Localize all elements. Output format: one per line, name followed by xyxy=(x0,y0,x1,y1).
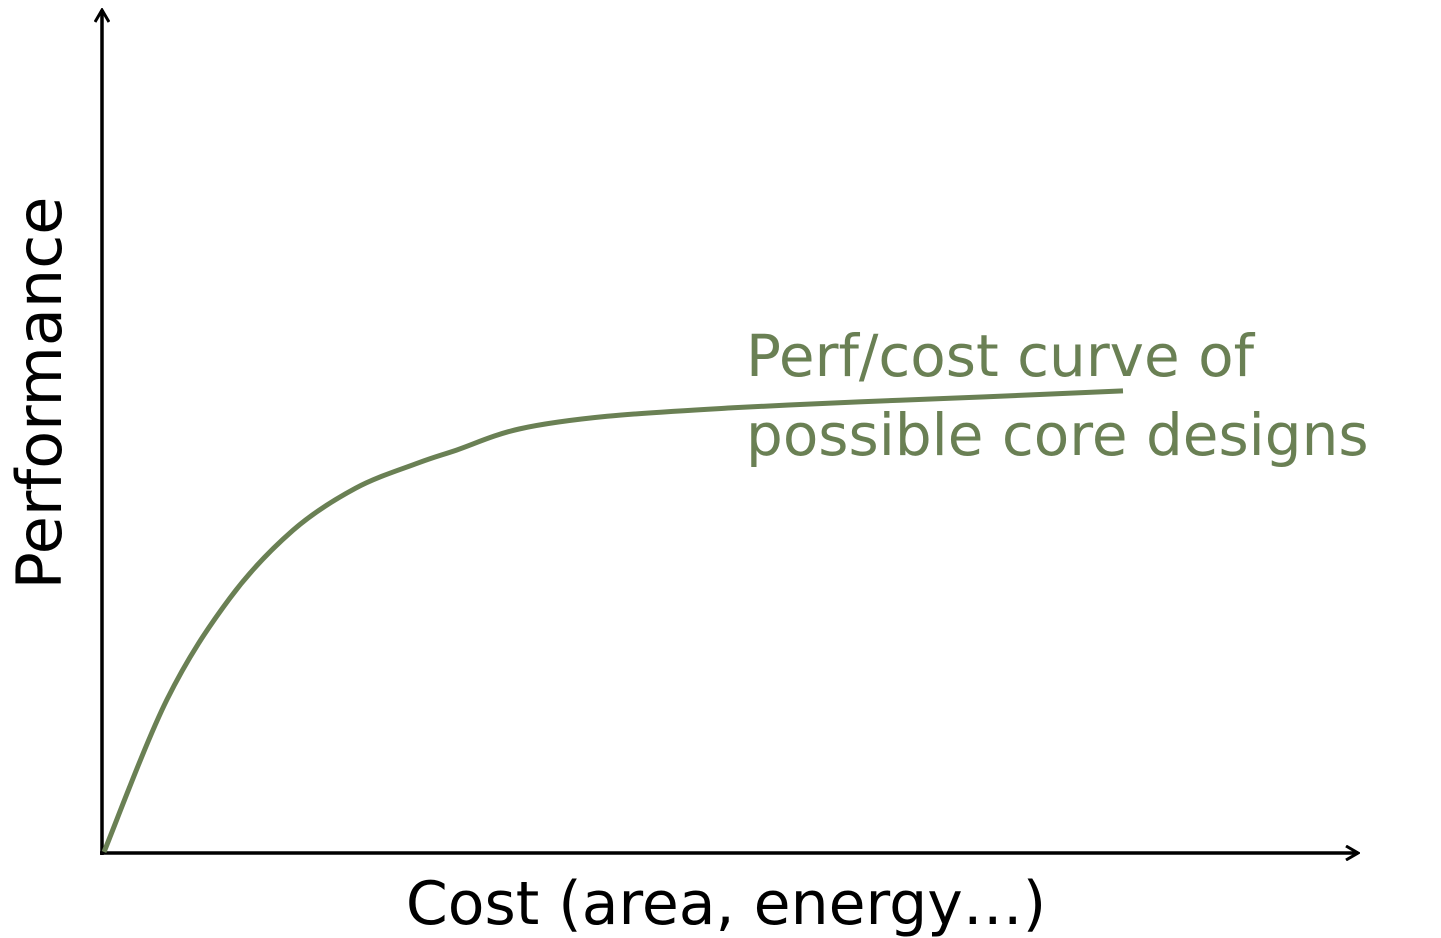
x-axis-label: Cost (area, energy…) xyxy=(406,869,1046,938)
series-line-0 xyxy=(101,388,1124,853)
curve-annotation: Perf/cost curve of possible core designs xyxy=(746,322,1369,469)
curve-annotation-line-2: possible core designs xyxy=(746,401,1369,469)
series-layer xyxy=(101,388,1124,853)
y-axis-label: Performance xyxy=(3,197,76,590)
curve-annotation-line-1: Perf/cost curve of xyxy=(746,322,1256,390)
